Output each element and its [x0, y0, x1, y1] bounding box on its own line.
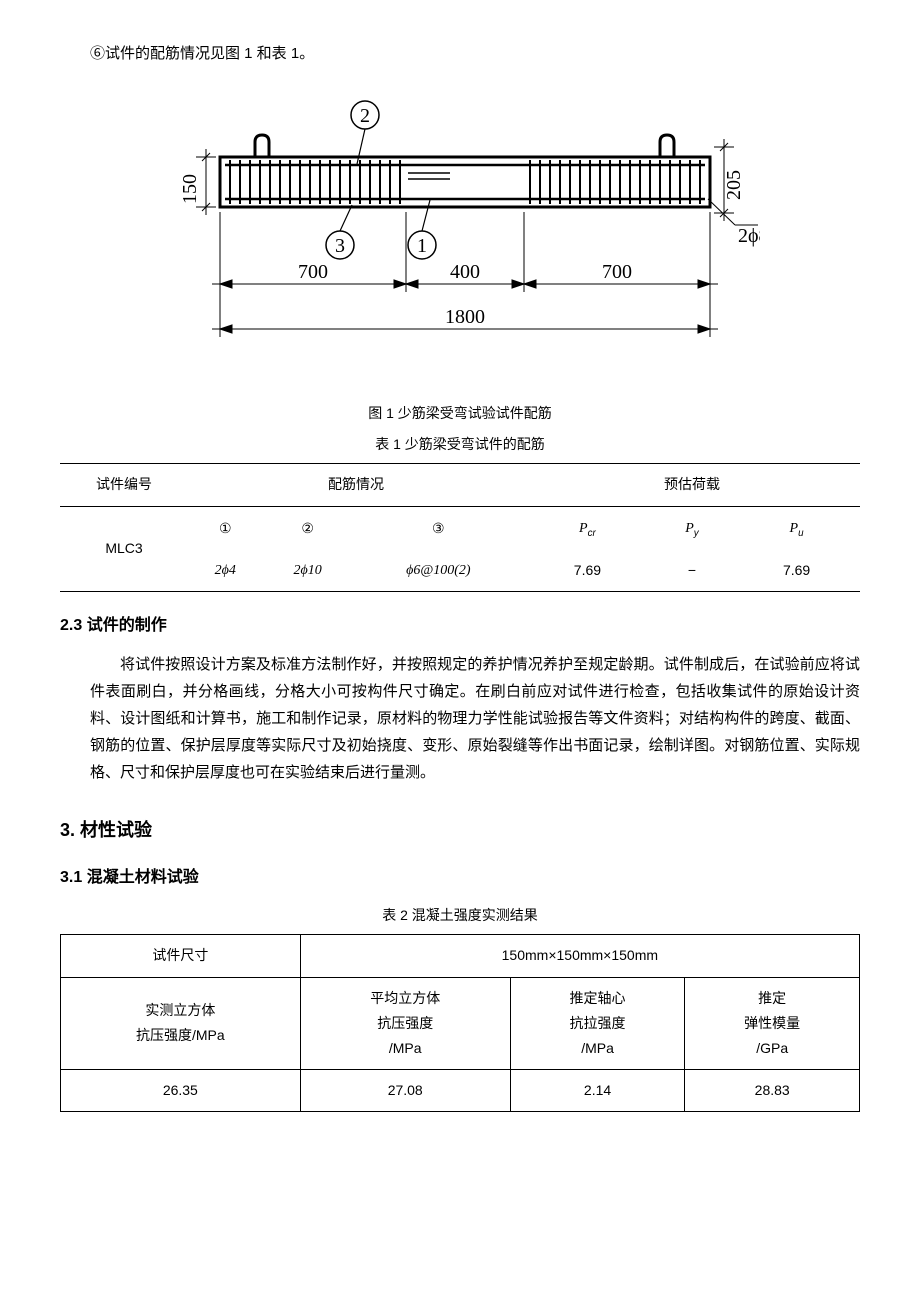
svg-text:700: 700 — [298, 261, 328, 283]
table-1: 试件编号 配筋情况 预估荷载 MLC3 ① ② ③ Pcr Py Pu 2ϕ4 … — [60, 463, 860, 592]
section-2-3-title: 2.3 试件的制作 — [60, 612, 860, 641]
svg-text:2: 2 — [360, 105, 370, 127]
t1-sub-1: ① — [188, 506, 263, 550]
t1-r3: ϕ6@100(2) — [353, 550, 524, 592]
figure-1: 2 3 1 150 205 2ϕ8 700 40 — [60, 87, 860, 386]
section-3-1-title: 3.1 混凝土材料试验 — [60, 864, 860, 893]
t1-r2: 2ϕ10 — [263, 550, 353, 592]
t2-r1c2: 推定轴心抗拉强度/MPa — [510, 977, 685, 1070]
svg-text:1800: 1800 — [445, 306, 485, 328]
t1-sub-pcr: Pcr — [524, 506, 651, 550]
t2-r2c2: 2.14 — [510, 1070, 685, 1112]
table-1-caption: 表 1 少筋梁受弯试件的配筋 — [60, 432, 860, 457]
section-2-3-body: 将试件按照设计方案及标准方法制作好，并按照规定的养护情况养护至规定龄期。试件制成… — [90, 651, 860, 786]
section-3-title: 3. 材性试验 — [60, 814, 860, 846]
t1-h-specimen: 试件编号 — [60, 464, 188, 506]
t1-id: MLC3 — [60, 506, 188, 592]
table-2-caption: 表 2 混凝土强度实测结果 — [60, 903, 860, 928]
svg-text:400: 400 — [450, 261, 480, 283]
t1-pcr: 7.69 — [524, 550, 651, 592]
t1-h-rebar: 配筋情况 — [188, 464, 524, 506]
t1-sub-3: ③ — [353, 506, 524, 550]
t1-pu: 7.69 — [733, 550, 860, 592]
t2-r2c1: 27.08 — [300, 1070, 510, 1112]
t2-r0c1: 150mm×150mm×150mm — [300, 935, 859, 977]
svg-text:3: 3 — [335, 235, 345, 257]
t2-r1c1: 平均立方体抗压强度/MPa — [300, 977, 510, 1070]
svg-text:2ϕ8: 2ϕ8 — [738, 225, 760, 247]
t1-h-load: 预估荷载 — [524, 464, 860, 506]
t1-r1: 2ϕ4 — [188, 550, 263, 592]
t1-py: − — [651, 550, 733, 592]
t2-r2c3: 28.83 — [685, 1070, 860, 1112]
svg-text:150: 150 — [179, 174, 201, 204]
figure-1-caption: 图 1 少筋梁受弯试验试件配筋 — [60, 401, 860, 426]
t2-r2c0: 26.35 — [61, 1070, 301, 1112]
svg-text:700: 700 — [602, 261, 632, 283]
table-2: 试件尺寸 150mm×150mm×150mm 实测立方体抗压强度/MPa 平均立… — [60, 934, 860, 1112]
t2-r1c3: 推定弹性模量/GPa — [685, 977, 860, 1070]
t1-sub-py: Py — [651, 506, 733, 550]
svg-text:205: 205 — [723, 170, 745, 200]
t1-sub-pu: Pu — [733, 506, 860, 550]
t1-sub-2: ② — [263, 506, 353, 550]
t2-r1c0: 实测立方体抗压强度/MPa — [61, 977, 301, 1070]
svg-text:1: 1 — [417, 235, 427, 257]
intro-line: ⑥试件的配筋情况见图 1 和表 1。 — [90, 40, 860, 67]
t2-r0c0: 试件尺寸 — [61, 935, 301, 977]
